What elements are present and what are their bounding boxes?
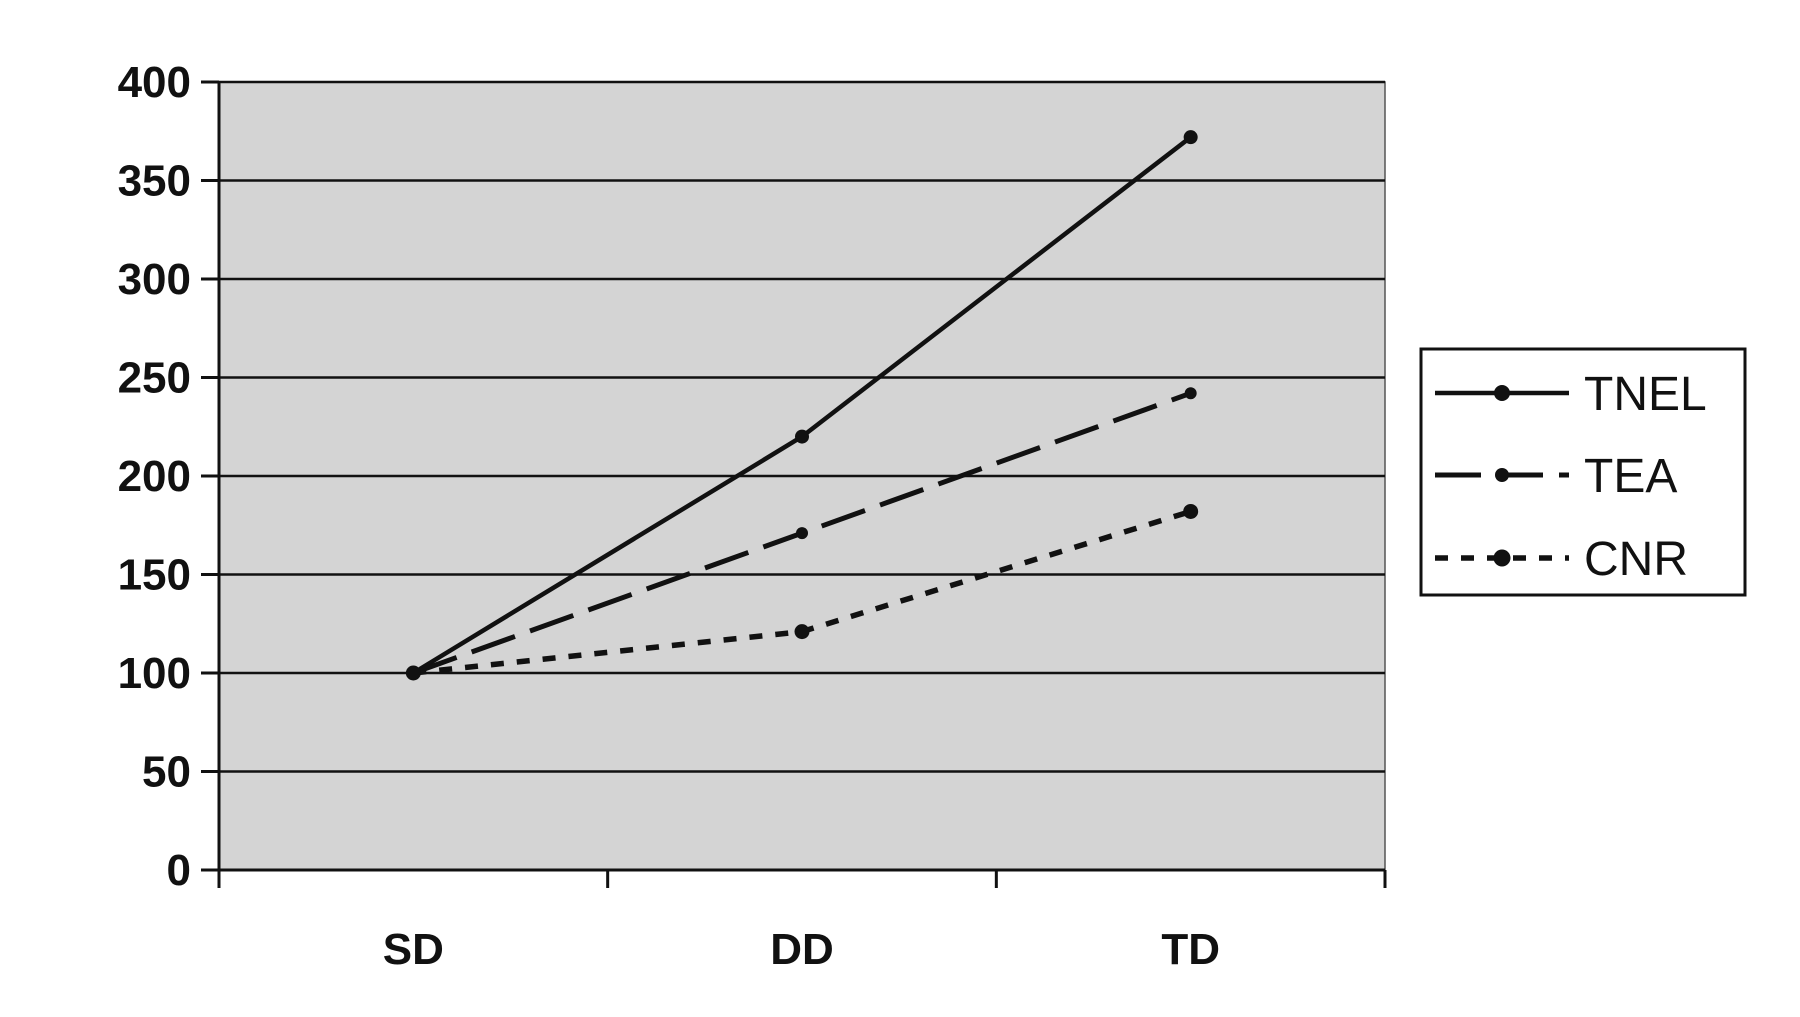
series-cnr xyxy=(405,503,1199,681)
axes xyxy=(201,80,1387,888)
x-axis-tick-labels: SD DD TD xyxy=(383,925,1220,974)
y-tick-label-200: 200 xyxy=(118,452,191,501)
y-tick-label-400: 400 xyxy=(118,58,191,107)
y-tick-label-50: 50 xyxy=(142,748,191,797)
data-point-tnel-td xyxy=(1183,130,1198,145)
legend-marker-tea xyxy=(1495,468,1509,482)
y-tick-label-300: 300 xyxy=(118,255,191,304)
x-tick-label-dd: DD xyxy=(770,925,834,974)
data-point-cnr-td xyxy=(1183,503,1199,519)
y-axis-tick-labels: 0 50 100 150 200 250 300 350 400 xyxy=(118,58,191,895)
legend-marker-cnr xyxy=(1493,549,1511,567)
legend-label-tnel: TNEL xyxy=(1584,368,1707,421)
legend-label-cnr: CNR xyxy=(1584,533,1688,586)
y-tick-label-150: 150 xyxy=(118,551,191,600)
data-point-tea-dd xyxy=(796,527,808,540)
data-point-tea-td xyxy=(1184,387,1197,400)
x-tick-label-td: TD xyxy=(1161,925,1220,974)
data-point-cnr-sd xyxy=(405,665,421,681)
legend-label-tea: TEA xyxy=(1584,450,1677,503)
x-tick-label-sd: SD xyxy=(383,925,444,974)
data-point-tnel-dd xyxy=(795,429,809,444)
legend-marker-tnel xyxy=(1494,385,1510,401)
y-tick-label-250: 250 xyxy=(118,354,191,403)
y-tick-label-0: 0 xyxy=(167,846,191,895)
y-tick-label-350: 350 xyxy=(118,157,191,206)
series-lines xyxy=(405,130,1199,681)
y-tick-label-100: 100 xyxy=(118,649,191,698)
legend: TNEL TEA CNR xyxy=(1419,347,1747,597)
data-point-cnr-dd xyxy=(794,624,810,640)
legend-box xyxy=(1419,347,1747,597)
